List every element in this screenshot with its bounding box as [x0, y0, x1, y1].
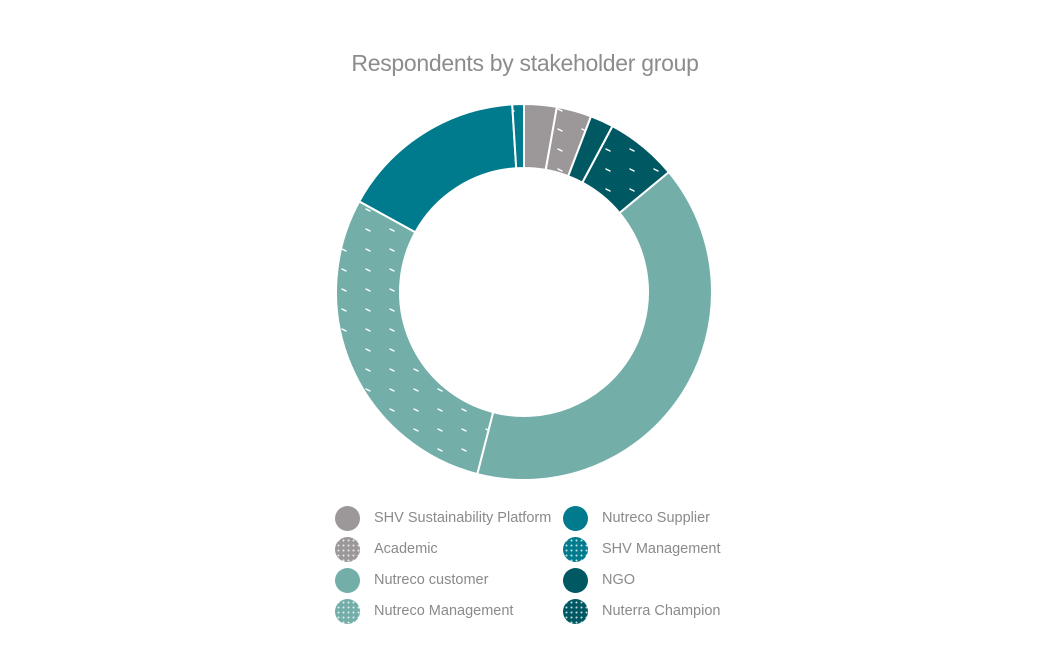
legend-label: SHV Sustainability Platform [374, 510, 552, 526]
legend-item-nutreco-supplier: Nutreco Supplier [563, 505, 710, 531]
chart-title: Respondents by stakeholder group [351, 50, 699, 76]
legend-swatch [335, 598, 360, 624]
slice-nutreco-customer [476, 170, 713, 481]
legend-item-nutreco-customer: Nutreco customer [335, 567, 488, 593]
legend-label: Nuterra Champion [602, 603, 721, 619]
legend-item-nuterra-champion: Nuterra Champion [563, 598, 720, 624]
legend-swatch [563, 505, 588, 531]
legend-swatch [335, 505, 360, 531]
legend-swatch [563, 567, 588, 593]
slice-nutreco-supplier [357, 103, 518, 234]
legend-swatch [335, 567, 360, 593]
legend-label: Nutreco Supplier [602, 510, 710, 526]
legend-swatch [335, 536, 360, 562]
legend-label: NGO [602, 572, 636, 588]
legend-item-academic: Academic [335, 536, 438, 562]
legend-label: Academic [374, 541, 438, 557]
legend-item-shv-management: SHV Management [563, 536, 720, 562]
slice-pattern-nuterra-champion [582, 126, 669, 213]
legend-item-nutreco-management: Nutreco Management [335, 598, 513, 624]
legend-label: SHV Management [602, 541, 721, 557]
legend-item-ngo: NGO [563, 567, 635, 593]
donut-slices [335, 102, 713, 481]
slice-pattern-academic [545, 106, 592, 177]
legend-label: Nutreco customer [374, 572, 489, 588]
slice-pattern-shv-management [512, 104, 524, 169]
legend-swatch [563, 598, 588, 624]
legend-label: Nutreco Management [374, 603, 514, 619]
legend-swatch [563, 536, 588, 562]
legend-item-shv-sustainability-platform: SHV Sustainability Platform [335, 505, 551, 531]
slice-pattern-nutreco-management [335, 201, 494, 475]
